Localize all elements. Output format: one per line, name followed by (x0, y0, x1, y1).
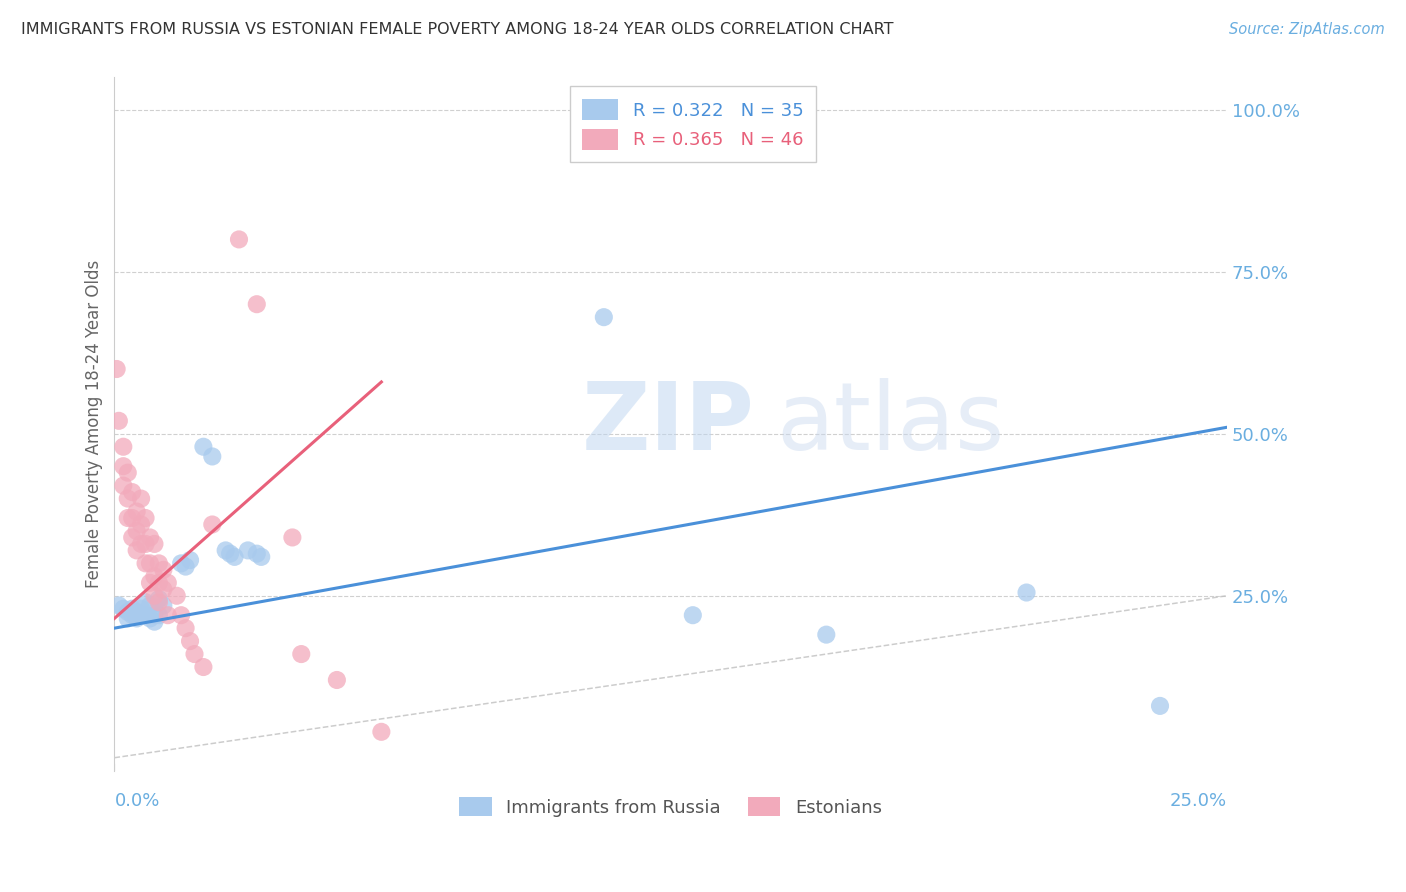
Point (1015, 585, 1038, 599)
Point (129, 491, 152, 506)
Point (179, 553, 201, 567)
Point (125, 611, 148, 625)
Point (117, 611, 139, 625)
Point (139, 531, 162, 545)
Point (201, 517, 224, 532)
Point (224, 549, 246, 564)
Point (129, 517, 152, 532)
Point (152, 582, 174, 597)
Point (139, 599, 162, 613)
Point (170, 557, 193, 571)
Point (121, 601, 143, 615)
Point (125, 524, 148, 538)
Point (139, 611, 162, 625)
Point (682, 608, 704, 623)
Y-axis label: Female Poverty Among 18-24 Year Olds: Female Poverty Among 18-24 Year Olds (86, 260, 103, 588)
Point (219, 547, 242, 561)
Legend: Immigrants from Russia, Estonians: Immigrants from Russia, Estonians (453, 790, 889, 824)
Point (170, 608, 193, 623)
Point (129, 537, 152, 551)
Point (246, 297, 269, 311)
Point (815, 627, 838, 641)
Point (148, 608, 170, 623)
Point (201, 450, 224, 464)
Point (143, 608, 166, 623)
Point (117, 491, 139, 506)
Point (108, 414, 131, 428)
Point (592, 310, 614, 325)
Point (1149, 698, 1171, 713)
Point (148, 592, 170, 607)
Point (143, 589, 166, 603)
Point (326, 673, 349, 687)
Point (125, 504, 148, 518)
Point (125, 543, 148, 558)
Point (174, 559, 197, 574)
Point (156, 608, 179, 623)
Text: 0.0%: 0.0% (114, 792, 160, 810)
Text: Source: ZipAtlas.com: Source: ZipAtlas.com (1229, 22, 1385, 37)
Point (143, 615, 166, 629)
Point (135, 608, 157, 623)
Point (125, 605, 148, 619)
Point (112, 459, 135, 474)
Point (117, 605, 139, 619)
Point (174, 621, 197, 635)
Point (148, 575, 170, 590)
Point (121, 531, 143, 545)
Point (214, 543, 236, 558)
Point (183, 647, 205, 661)
Point (129, 601, 152, 615)
Point (236, 543, 259, 558)
Point (148, 557, 170, 571)
Point (179, 634, 201, 648)
Point (148, 595, 170, 609)
Point (129, 608, 152, 623)
Point (246, 547, 269, 561)
Point (121, 485, 143, 500)
Point (281, 531, 304, 545)
Point (139, 575, 162, 590)
Point (139, 557, 162, 571)
Point (250, 549, 273, 564)
Point (152, 563, 174, 577)
Point (121, 511, 143, 525)
Text: IMMIGRANTS FROM RUSSIA VS ESTONIAN FEMALE POVERTY AMONG 18-24 YEAR OLDS CORRELAT: IMMIGRANTS FROM RUSSIA VS ESTONIAN FEMAL… (21, 22, 894, 37)
Point (152, 599, 174, 613)
Point (121, 608, 143, 623)
Point (135, 511, 157, 525)
Point (143, 537, 166, 551)
Point (108, 599, 131, 613)
Text: atlas: atlas (776, 378, 1004, 470)
Point (135, 537, 157, 551)
Point (156, 575, 179, 590)
Point (193, 440, 215, 454)
Point (370, 724, 392, 739)
Point (105, 362, 128, 376)
Point (112, 601, 135, 615)
Point (166, 589, 188, 603)
Point (117, 466, 139, 480)
Text: ZIP: ZIP (582, 378, 755, 470)
Point (117, 511, 139, 525)
Text: 25.0%: 25.0% (1170, 792, 1227, 810)
Point (112, 440, 135, 454)
Point (143, 569, 166, 583)
Point (135, 595, 157, 609)
Point (228, 232, 250, 246)
Point (193, 660, 215, 674)
Point (135, 557, 157, 571)
Point (290, 647, 312, 661)
Point (112, 478, 135, 492)
